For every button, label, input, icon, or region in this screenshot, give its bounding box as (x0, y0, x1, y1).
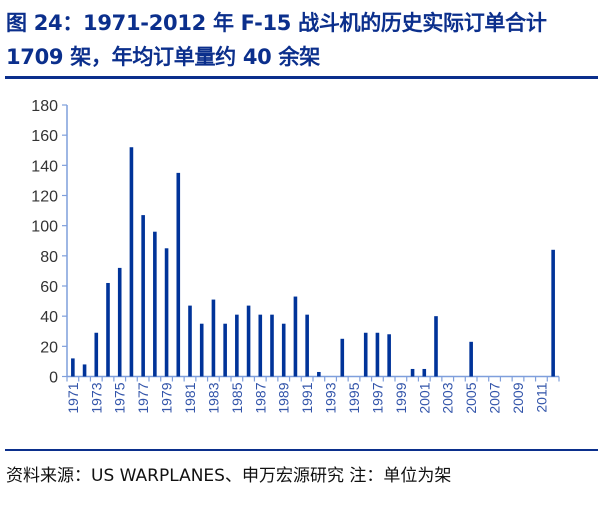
x-tick-label: 1975 (112, 382, 128, 413)
bar-1971 (71, 358, 75, 377)
bar-2002 (434, 316, 438, 377)
bar-1996 (363, 332, 368, 377)
x-tick-label: 1991 (299, 382, 315, 413)
x-tick-label: 1973 (88, 382, 104, 413)
bar-1994 (340, 338, 345, 377)
bar-2000 (410, 368, 415, 377)
x-tick-label: 2001 (416, 382, 432, 413)
bar-1978 (153, 231, 157, 377)
footer-divider (5, 449, 598, 451)
y-tick-label: 160 (31, 128, 58, 145)
bar-1975 (117, 267, 122, 377)
x-tick-label: 1999 (393, 382, 409, 413)
bar-1983 (211, 299, 216, 377)
bar-2005 (469, 341, 473, 377)
y-tick-label: 100 (31, 219, 58, 236)
bar-1998 (387, 334, 391, 377)
x-tick-label: 1985 (229, 382, 245, 413)
bar-1974 (106, 282, 110, 377)
y-tick-label: 140 (31, 158, 58, 175)
bar-1976 (129, 147, 134, 377)
bar-1989 (281, 323, 286, 377)
x-tick-label: 2009 (510, 382, 526, 413)
bar-1977 (141, 215, 145, 377)
x-tick-label: 1977 (135, 382, 151, 413)
x-tick-label: 1993 (323, 382, 339, 413)
bar-1987 (258, 314, 263, 377)
x-tick-label: 2003 (440, 382, 456, 413)
source-note: 资料来源：US WARPLANES、申万宏源研究 注：单位为架 (6, 466, 452, 486)
x-tick-label: 2011 (533, 382, 549, 412)
x-tick-label: 1979 (159, 382, 175, 413)
y-tick-label: 0 (49, 370, 58, 387)
bar-2001 (422, 368, 427, 377)
bar-1984 (223, 323, 227, 377)
x-tick-label: 1989 (276, 382, 292, 413)
x-tick-label: 1995 (346, 382, 362, 413)
bar-1986 (246, 305, 251, 377)
y-tick-label: 40 (40, 309, 58, 326)
bar-1985 (235, 314, 239, 377)
y-tick-label: 120 (31, 189, 58, 206)
x-tick-label: 1983 (205, 382, 221, 413)
bar-2012 (551, 249, 555, 377)
bar-1988 (270, 314, 274, 377)
figure-title: 图 24：1971-2012 年 F-15 战斗机的历史实际订单合计 1709 … (6, 11, 547, 69)
bar-1972 (82, 364, 87, 377)
bar-1997 (375, 332, 380, 377)
y-tick-label: 20 (40, 339, 58, 356)
bar-1982 (199, 323, 204, 377)
x-tick-label: 2005 (463, 382, 479, 413)
bar-1973 (94, 332, 99, 377)
x-tick-label: 1987 (252, 382, 268, 413)
bar-chart: 0 20 40 60 80 100 120 140 160 180 1971 1973 1975 1977… (31, 98, 560, 414)
y-tick-label: 80 (40, 249, 58, 266)
x-tick-label: 1997 (369, 382, 385, 413)
x-tick-label: 1981 (182, 382, 198, 413)
bar-1979 (164, 248, 169, 377)
x-tick-label: 2007 (487, 382, 503, 413)
bar-1981 (188, 305, 192, 377)
y-tick-label: 60 (40, 279, 58, 296)
title-divider (5, 76, 598, 79)
bar-1980 (176, 172, 181, 377)
bar-1990 (293, 296, 298, 377)
x-tick-label: 1971 (65, 382, 81, 413)
bar-1992 (317, 371, 321, 377)
bar-1991 (305, 314, 309, 377)
y-tick-label: 180 (31, 98, 58, 115)
